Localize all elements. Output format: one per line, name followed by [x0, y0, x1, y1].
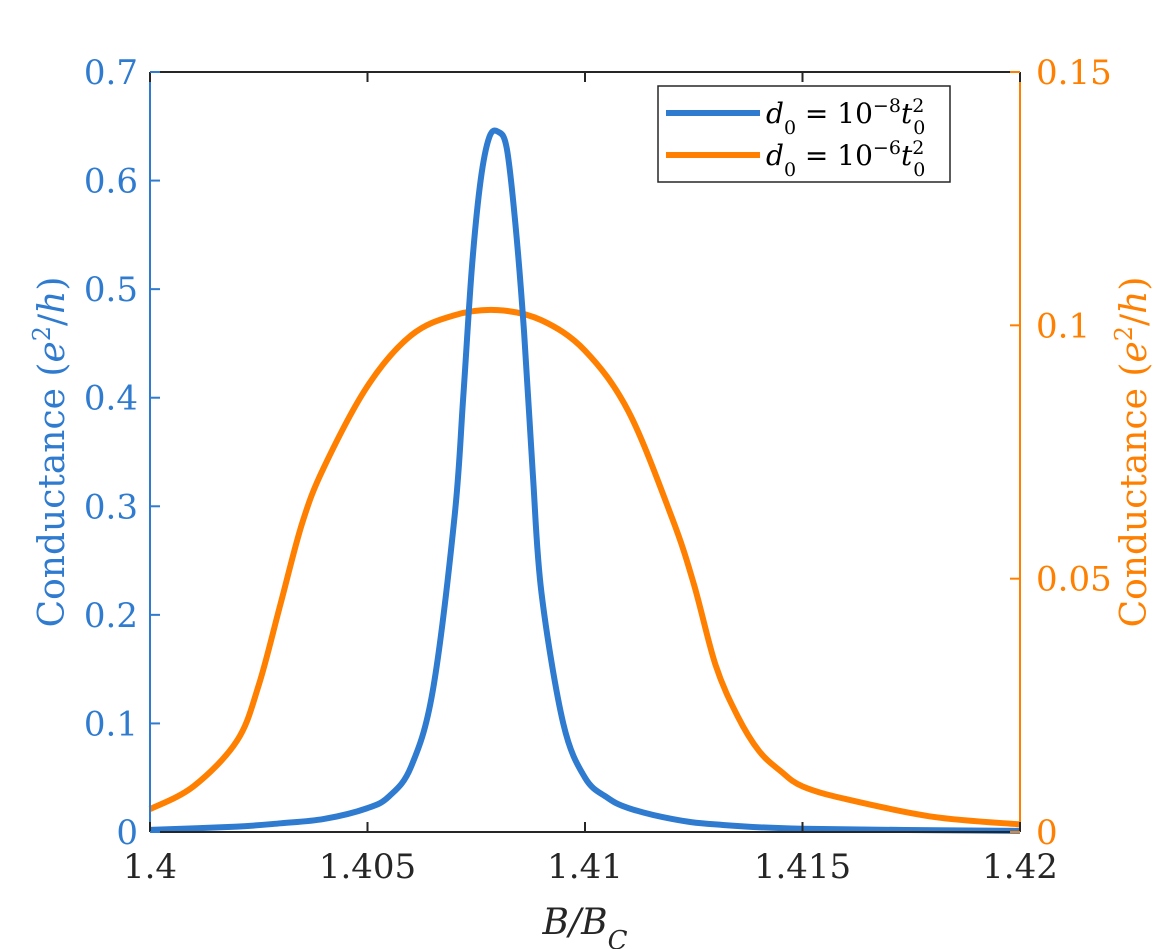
x-tick-label: 1.415: [754, 847, 851, 887]
left-tick-label: 0.6: [84, 162, 138, 202]
left-tick-label: 0.1: [84, 704, 138, 744]
left-tick-label: 0.3: [84, 487, 138, 527]
series-line-1: [149, 127, 1021, 834]
right-tick-label: 0: [1036, 813, 1058, 853]
axis-ticks: 1.4 1.405 1.41 1.415 1.4200.10.20.30.40.50.6…: [84, 53, 1112, 887]
plot-series: [148, 127, 1021, 834]
left-tick-label: 0.5: [84, 270, 138, 310]
x-tick-label: 1.405: [319, 847, 416, 887]
legend-box: [657, 85, 951, 183]
x-tick-label: 1.4: [123, 847, 177, 887]
right-tick-label: 0.15: [1036, 53, 1112, 93]
x-tick-label: 1.42: [982, 847, 1058, 887]
left-tick-label: 0.4: [84, 379, 138, 419]
right-tick-label: 0.05: [1036, 560, 1112, 600]
left-tick-label: 0: [116, 813, 138, 853]
left-tick-label: 0.7: [84, 53, 138, 93]
x-tick-label: 1.41: [547, 847, 623, 887]
right-tick-label: 0.1: [1036, 306, 1090, 346]
left-tick-label: 0.2: [84, 596, 138, 636]
legend: d0 = 10−8t2 0 d0 = 10−6t2 0: [657, 85, 951, 183]
series-line-2: [148, 306, 1021, 828]
